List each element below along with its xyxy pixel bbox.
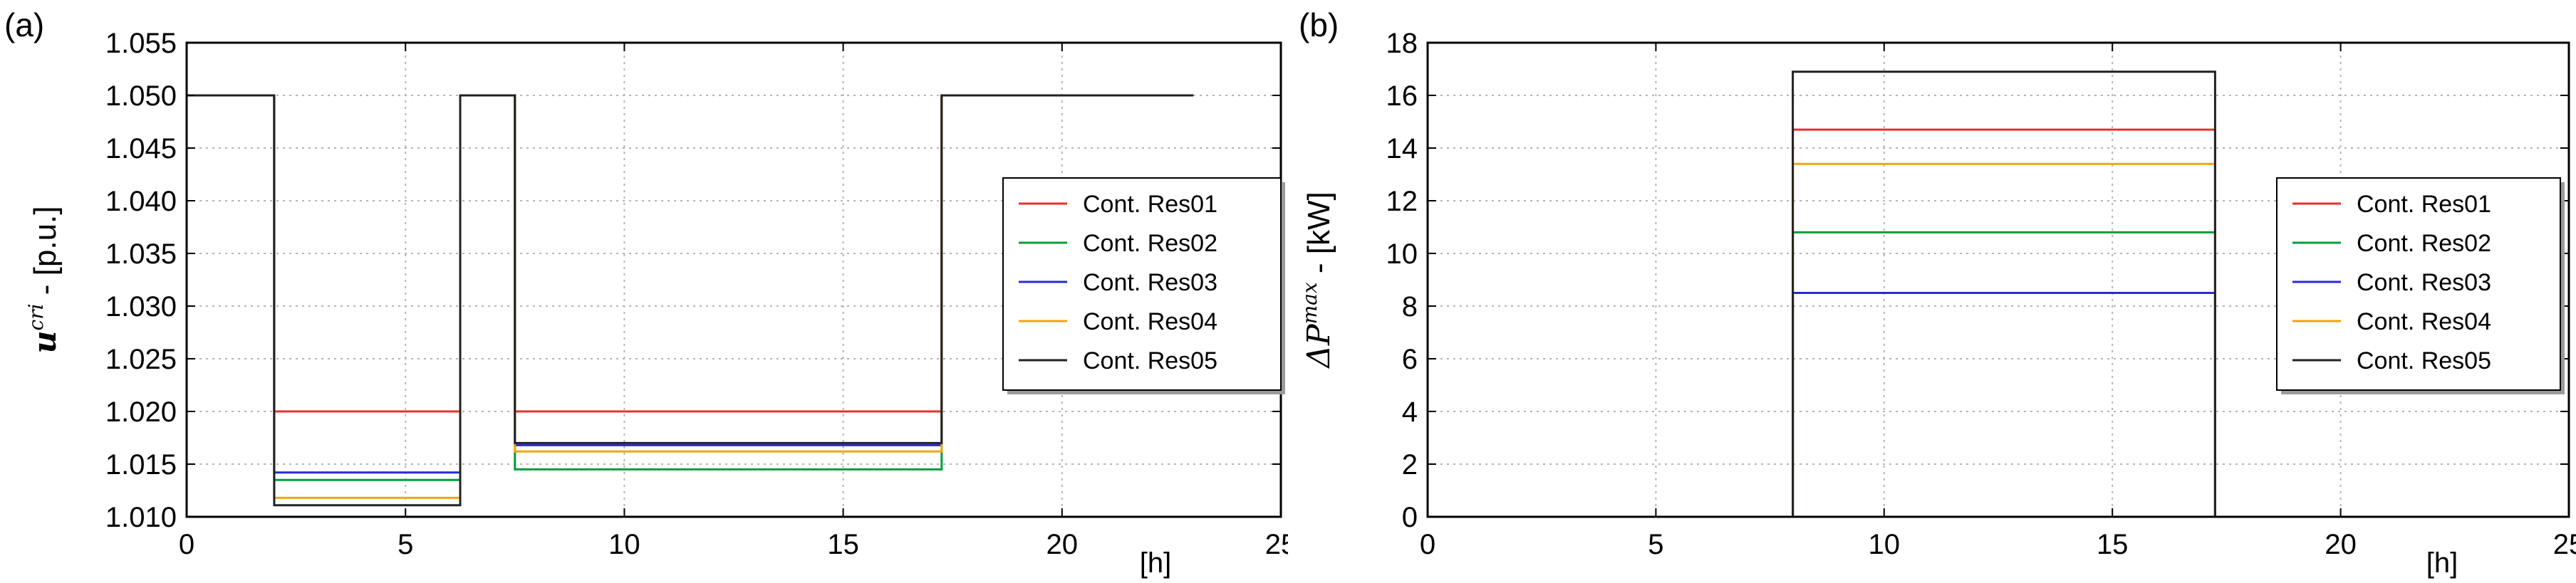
series-group [187, 94, 1194, 507]
y-tick-label: 4 [1402, 396, 1418, 428]
y-tick-label: 1.030 [105, 291, 177, 322]
y-tick-label: 1.015 [105, 449, 177, 480]
x-tick-label: 0 [1420, 529, 1435, 560]
y-tick-label: 16 [1386, 80, 1418, 112]
y-axis-symbol: u [27, 330, 63, 353]
y-axis-superscript: max [1298, 282, 1321, 324]
y-tick-label: 1.040 [105, 186, 177, 217]
x-tick-label: 20 [2325, 529, 2357, 560]
x-tick-label: 5 [398, 529, 413, 560]
y-axis-symbol: ΔP [1301, 323, 1337, 369]
y-axis-label: ucri - [p.u.] [24, 206, 63, 354]
y-tick-label: 1.055 [105, 28, 177, 59]
legend-entry-5: Cont. Res05 [2357, 347, 2491, 374]
x-tick-label: 25 [2553, 529, 2576, 560]
legend-entry-1: Cont. Res01 [1083, 191, 1217, 218]
legend: Cont. Res01 Cont. Res02 Cont. Res03 Cont. R… [1002, 177, 1285, 394]
legend-box [2276, 177, 2561, 391]
legend-entry-5: Cont. Res05 [1083, 347, 1217, 374]
y-tick-label: 6 [1402, 344, 1418, 375]
x-tick-label: 5 [1648, 529, 1663, 560]
x-tick-label: 10 [608, 529, 640, 560]
legend-entry-4: Cont. Res04 [1083, 308, 1217, 335]
y-tick-label: 0 [1402, 502, 1418, 533]
plot-frame [1426, 41, 2570, 518]
y-tick-label: 12 [1386, 186, 1418, 217]
y-tick-label: 1.010 [105, 502, 177, 533]
y-tick-label: 1.025 [105, 344, 177, 375]
y-tick-label: 1.035 [105, 238, 177, 270]
y-axis-superscript: cri [24, 303, 48, 330]
x-tick-label: 10 [1869, 529, 1901, 560]
x-axis-label: [h] [2426, 547, 2458, 579]
y-tick-label: 1.050 [105, 80, 177, 112]
y-tick-label: 8 [1402, 291, 1418, 322]
y-tick-label: 1.045 [105, 133, 177, 164]
x-tick-label: 15 [827, 529, 859, 560]
x-tick-label: 20 [1046, 529, 1079, 560]
series-line-5 [187, 94, 1194, 507]
x-tick-label: 15 [2097, 529, 2129, 560]
panel-label-b: (b) [1299, 6, 1339, 43]
y-axis-unit: - [p.u.] [28, 206, 63, 304]
legend-box [1002, 177, 1282, 391]
legend-entry-2: Cont. Res02 [2357, 230, 2491, 257]
x-axis-label: [h] [1140, 547, 1171, 579]
legend-entry-4: Cont. Res04 [2357, 308, 2491, 335]
y-axis-label: ΔPmax - [kW] [1298, 191, 1337, 369]
panel-label-a: (a) [4, 6, 45, 43]
legend-entry-2: Cont. Res02 [1083, 230, 1217, 257]
y-axis-unit: - [kW] [1302, 191, 1336, 282]
legend-entry-3: Cont. Res03 [1083, 269, 1217, 296]
ticks: 0 5 10 15 20 25 0 2 4 6 8 10 12 14 16 18 [1386, 28, 2576, 560]
chart-a: 0 5 10 15 20 25 1.010 1.015 1.020 1.025 1.030 1.035… [24, 28, 1288, 579]
y-tick-label: 1.020 [105, 396, 177, 428]
ticks: 0 5 10 15 20 25 1.010 1.015 1.020 1.025 1.030 1.035… [105, 28, 1288, 560]
legend-entry-1: Cont. Res01 [2357, 191, 2491, 218]
y-tick-label: 18 [1386, 28, 1418, 59]
y-tick-label: 10 [1386, 238, 1418, 270]
chart-b: 0 5 10 15 20 25 0 2 4 6 8 10 12 14 16 18 [h] ΔPmax - [kW]… [1298, 28, 2576, 579]
y-tick-label: 14 [1386, 133, 1418, 164]
y-tick-label: 2 [1402, 449, 1418, 480]
legend-entry-3: Cont. Res03 [2357, 269, 2491, 296]
x-tick-label: 0 [179, 529, 194, 560]
x-tick-label: 25 [1265, 529, 1288, 560]
legend: Cont. Res01 Cont. Res02 Cont. Res03 Cont. R… [2276, 177, 2565, 394]
